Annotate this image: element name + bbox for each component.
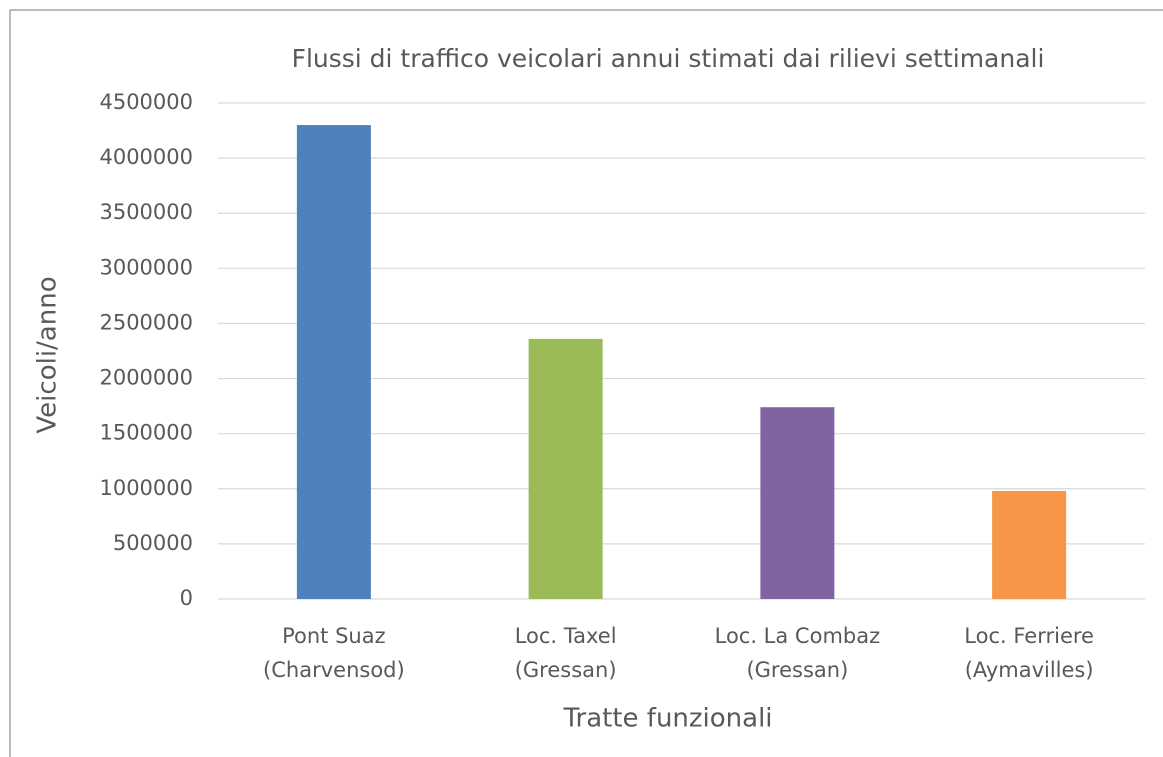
bar xyxy=(296,125,371,600)
x-tick-label: Loc. Taxel xyxy=(515,624,617,648)
bar xyxy=(760,407,835,599)
y-axis-title: Veicoli/anno xyxy=(33,276,63,433)
chart-title: Flussi di traffico veicolari annui stima… xyxy=(292,44,1045,73)
y-tick-label: 2500000 xyxy=(99,310,193,334)
x-tick-label: Loc. La Combaz xyxy=(715,624,881,648)
y-tick-label: 1000000 xyxy=(99,476,193,500)
bar xyxy=(528,338,603,599)
y-tick-label: 500000 xyxy=(113,531,193,555)
y-tick-label: 3000000 xyxy=(99,255,193,279)
x-tick-label: Pont Suaz xyxy=(282,624,386,648)
x-tick-label: (Gressan) xyxy=(746,658,848,682)
y-tick-label: 0 xyxy=(180,586,193,610)
x-axis-title: Tratte funzionali xyxy=(562,704,772,734)
y-tick-label: 2000000 xyxy=(99,366,193,390)
x-tick-label: (Charvensod) xyxy=(263,658,405,682)
chart-frame xyxy=(9,9,1163,757)
y-tick-label: 4000000 xyxy=(99,145,193,169)
x-tick-label: (Aymavilles) xyxy=(965,658,1094,682)
y-tick-label: 1500000 xyxy=(99,421,193,445)
bar xyxy=(992,490,1067,599)
y-tick-label: 3500000 xyxy=(99,200,193,224)
x-tick-label: Loc. Ferriere xyxy=(964,624,1094,648)
x-tick-label: (Gressan) xyxy=(515,658,617,682)
y-tick-label: 4500000 xyxy=(99,90,193,114)
